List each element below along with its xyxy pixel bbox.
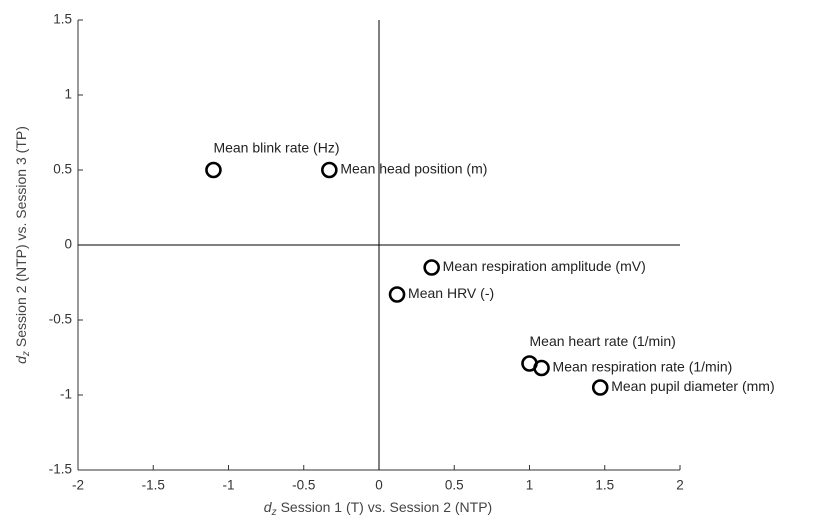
x-axis-label: dz Session 1 (T) vs. Session 2 (NTP) <box>264 499 492 518</box>
y-tick-label: 0.5 <box>53 162 72 177</box>
point <box>533 359 550 377</box>
x-tick-label: 2 <box>676 478 684 493</box>
x-label-subscript: z <box>271 507 277 518</box>
y-tick-label: -0.5 <box>49 312 72 327</box>
y-axis-label: dz Session 2 (NTP) vs. Session 3 (TP) <box>13 126 32 364</box>
x-tick-label: -1.5 <box>142 478 165 493</box>
x-tick-label: -1 <box>222 478 234 493</box>
point-label: Mean respiration amplitude (mV) <box>443 258 646 274</box>
point-label: Mean respiration rate (1/min) <box>553 359 733 375</box>
x-tick-label: -2 <box>72 478 84 493</box>
y-tick-label: 0 <box>64 237 72 252</box>
point-label: Mean head position (m) <box>340 161 487 177</box>
x-tick-label: 0.5 <box>445 478 464 493</box>
x-label-text: Session 1 (T) vs. Session 2 (NTP) <box>281 499 493 515</box>
point-label: Mean blink rate (Hz) <box>213 140 339 156</box>
point <box>321 161 338 179</box>
x-label-symbol: d <box>264 499 273 515</box>
y-label-subscript: z <box>21 351 32 357</box>
y-label-symbol: d <box>13 355 29 364</box>
point <box>388 286 406 303</box>
point-label: Mean pupil diameter (mm) <box>611 378 774 394</box>
point-label: Mean heart rate (1/min) <box>530 333 676 349</box>
x-tick-label: 1 <box>526 478 534 493</box>
x-tick-label: 0 <box>375 478 383 493</box>
x-tick-label: -0.5 <box>292 478 315 493</box>
x-tick-label: 1.5 <box>595 478 614 493</box>
y-tick-label: 1.5 <box>53 12 72 27</box>
y-tick-label: 1 <box>64 87 72 102</box>
y-tick-label: -1 <box>60 387 72 402</box>
y-tick-label: -1.5 <box>49 462 72 477</box>
point <box>591 379 609 396</box>
point-label: Mean HRV (-) <box>408 285 494 301</box>
y-label-text: Session 2 (NTP) vs. Session 3 (TP) <box>13 126 29 347</box>
point <box>423 259 440 276</box>
point <box>205 161 222 179</box>
